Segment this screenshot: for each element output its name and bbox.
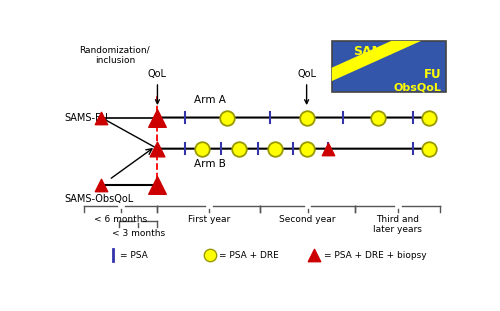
Point — [154, 115, 162, 120]
Point — [223, 115, 231, 120]
Text: QoL: QoL — [297, 69, 316, 104]
Point — [97, 182, 106, 187]
Text: FU: FU — [424, 68, 442, 81]
Text: QoL: QoL — [148, 69, 167, 104]
Text: ObsQoL: ObsQoL — [394, 82, 442, 92]
Text: < 3 months: < 3 months — [112, 229, 164, 238]
Point — [235, 146, 243, 151]
Point — [97, 115, 106, 120]
Text: = PSA: = PSA — [120, 251, 148, 260]
Point — [310, 253, 318, 258]
Point — [374, 115, 382, 120]
Text: Arm B: Arm B — [194, 159, 226, 169]
Text: Third and
later years: Third and later years — [373, 215, 422, 234]
Point — [424, 115, 432, 120]
Point — [154, 146, 162, 151]
Text: Arm A: Arm A — [194, 95, 226, 104]
Text: < 6 months: < 6 months — [94, 215, 147, 224]
Point — [154, 182, 162, 187]
Point — [198, 146, 206, 151]
Text: SAMS: SAMS — [353, 45, 393, 58]
Point — [302, 146, 310, 151]
Point — [424, 146, 432, 151]
Text: SAMS-ObsQoL: SAMS-ObsQoL — [64, 194, 134, 204]
Text: = PSA + DRE: = PSA + DRE — [220, 251, 279, 260]
Point — [324, 146, 332, 151]
Text: SAMS-FU: SAMS-FU — [64, 113, 108, 123]
Point — [206, 253, 214, 258]
FancyBboxPatch shape — [332, 41, 446, 92]
Text: Randomization/
inclusion: Randomization/ inclusion — [80, 46, 150, 65]
Text: = PSA + DRE + biopsy: = PSA + DRE + biopsy — [324, 251, 426, 260]
Polygon shape — [332, 41, 421, 81]
Text: Second year: Second year — [280, 215, 336, 224]
Point — [271, 146, 279, 151]
Text: First year: First year — [188, 215, 230, 224]
Point — [302, 115, 310, 120]
